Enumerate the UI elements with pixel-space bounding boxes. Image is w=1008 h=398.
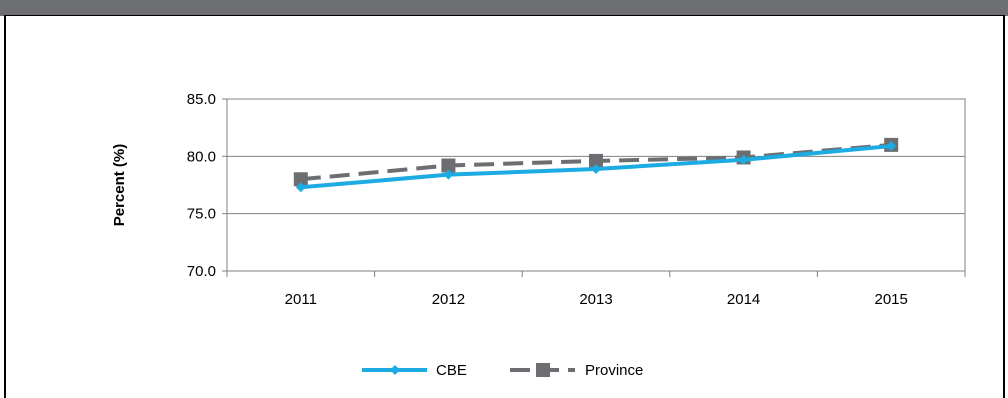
legend-swatch-marker bbox=[390, 365, 400, 375]
legend-label: Province bbox=[585, 362, 643, 379]
data-point bbox=[738, 154, 749, 165]
axes: 70.0 75.0 80.0 85.0 2011 2012 2013 2014 2015 bbox=[187, 91, 966, 308]
legend-swatch-marker bbox=[536, 363, 550, 377]
y-tick-label: 75.0 bbox=[187, 206, 216, 223]
series-cbe bbox=[295, 141, 897, 193]
y-tick-label: 70.0 bbox=[187, 263, 216, 280]
data-point bbox=[441, 158, 456, 173]
x-tick-label: 2015 bbox=[875, 291, 908, 308]
header-bar bbox=[0, 0, 1008, 16]
legend-label: CBE bbox=[436, 362, 467, 379]
data-point bbox=[589, 153, 603, 168]
data-point bbox=[293, 172, 308, 187]
legend-item-province: Province bbox=[510, 362, 643, 379]
data-point bbox=[295, 182, 306, 193]
y-tick-label: 80.0 bbox=[187, 148, 216, 165]
y-tick-label: 85.0 bbox=[187, 91, 216, 108]
x-tick-label: 2011 bbox=[285, 291, 317, 308]
data-point bbox=[443, 169, 454, 180]
series bbox=[293, 137, 899, 193]
data-point bbox=[886, 141, 897, 152]
x-tick-label: 2014 bbox=[727, 291, 760, 308]
legend-item-cbe: CBE bbox=[362, 362, 467, 379]
x-tick-label: 2013 bbox=[579, 291, 612, 308]
plot-area-border bbox=[226, 98, 966, 272]
y-axis-title: Percent (%) bbox=[111, 144, 128, 227]
chart-container bbox=[4, 15, 1005, 398]
legend: CBE Province bbox=[362, 362, 643, 379]
data-point bbox=[591, 163, 601, 174]
x-tick-label: 2012 bbox=[432, 291, 465, 308]
